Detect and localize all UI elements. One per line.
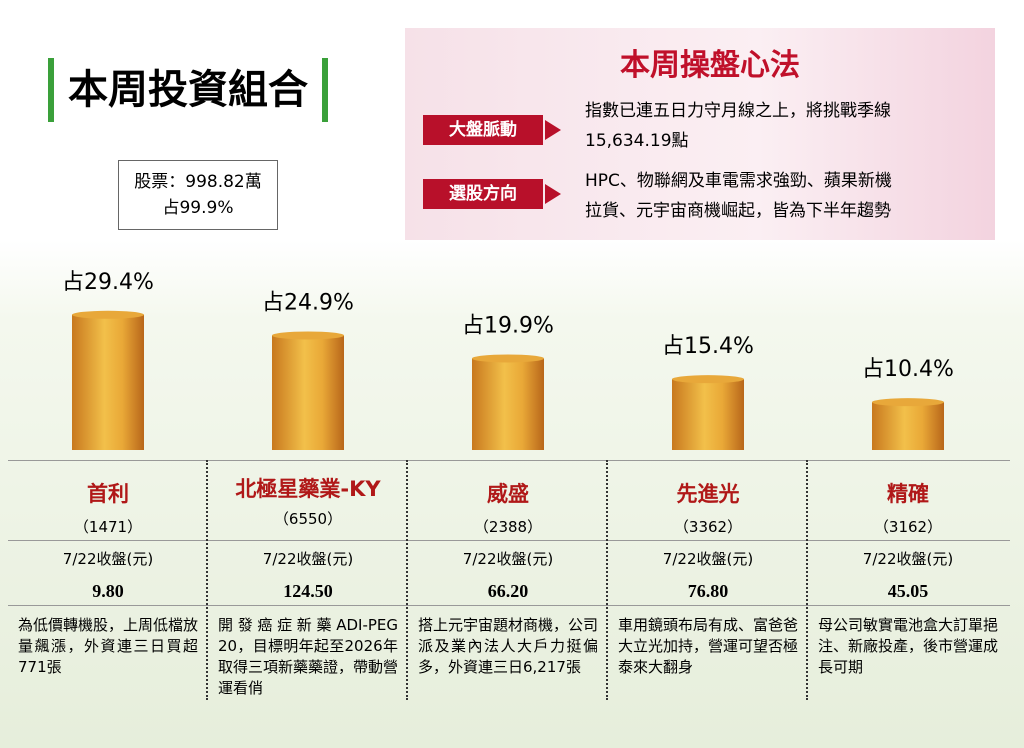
stock-name: 首利 [87,482,129,506]
stock-column: 先進光 （3362） [610,472,806,537]
chart: 占29.4% 占24.9% 占19.9% 占15.4% 占10.4% [62,270,954,450]
rule [8,460,1010,461]
bar [672,379,744,450]
stock-box: 股票：998.82萬 占99.9% [118,160,278,230]
price-block: 7/22收盤(元) 45.05 [810,548,1006,602]
note: 車用鏡頭布局有成、富爸爸大立光加持，營運可望否極泰來大翻身 [618,616,799,676]
arrow [545,184,561,204]
separator [806,460,808,700]
price-block: 7/22收盤(元) 66.20 [410,548,606,602]
line: 15,634.19點 [585,131,689,151]
line: 指數已連五日力守月線之上，將挑戰季線 [585,101,891,121]
stock-column: 北極星藥業-KY （6550） [210,472,406,529]
note: 開發癌症新藥ADI-PEG 20，目標明年起至2026年取得三項新藥藥證，帶動營… [218,616,399,697]
note-block: 車用鏡頭布局有成、富爸爸大立光加持，營運可望否極泰來大翻身 [610,615,806,678]
line: HPC、物聯網及車電需求強勁、蘋果新機 [585,171,892,191]
item-label: 選股方向 [423,179,543,209]
stock-name: 先進光 [676,482,740,506]
stock-column: 威盛 （2388） [410,472,606,537]
bar [472,358,544,450]
line: 拉貨、元宇宙商機崛起，皆為下半年趨勢 [585,201,891,221]
price-label: 7/22收盤(元) [62,550,154,568]
bar-top [872,398,944,407]
strategy-panel: 本周操盤心法 大盤脈動 指數已連五日力守月線之上，將挑戰季線 15,634.19點… [405,28,995,240]
stock-name: 北極星藥業-KY [235,477,381,501]
note-block: 搭上元宇宙題材商機，公司派及業內法人大戶力挺偏多，外資連三日6,217張 [410,615,606,678]
price-label: 7/22收盤(元) [262,550,354,568]
note-block: 為低價轉機股，上周低檔放量飆漲，外資連三日買超771張 [10,615,206,678]
rule [8,540,1010,541]
stock-share: 占99.9% [162,198,234,218]
bar [272,335,344,450]
price: 9.80 [92,581,124,601]
note-block: 開發癌症新藥ADI-PEG 20，目標明年起至2026年取得三項新藥藥證，帶動營… [210,615,406,699]
stock-label: 股票：998.82萬 [134,172,262,192]
item-text: HPC、物聯網及車電需求強勁、蘋果新機 拉貨、元宇宙商機崛起，皆為下半年趨勢 [585,166,892,226]
value-label: 占24.9% [262,290,354,315]
bar-top [472,354,544,363]
price-label: 7/22收盤(元) [662,550,754,568]
price: 45.05 [887,581,929,601]
price: 76.80 [687,581,729,601]
page-title: 本周投資組合 [48,58,328,122]
stock-name: 精確 [887,482,929,506]
note: 母公司敏實電池盒大訂單挹注、新廠投產，後市營運成長可期 [818,616,999,676]
stock-column: 精確 （3162） [810,472,1006,537]
separator [206,460,208,700]
item-text: 指數已連五日力守月線之上，將挑戰季線 15,634.19點 [585,96,891,156]
separator [606,460,608,700]
stock-column: 首利 （1471） [10,472,206,537]
panel-title: 本周操盤心法 [620,48,800,83]
value-label: 占29.4% [62,270,154,295]
stock-code: （2388） [473,518,543,536]
bar-top [272,331,344,340]
value-label: 占10.4% [862,357,954,382]
bar [72,314,144,450]
bar-top [72,310,144,319]
rule [8,605,1010,606]
value-label: 占19.9% [462,313,554,338]
price: 66.20 [487,581,529,601]
note: 為低價轉機股，上周低檔放量飆漲，外資連三日買超771張 [18,616,199,676]
separator [406,460,408,700]
stock-code: （1471） [73,518,143,536]
bar [872,402,944,450]
note-block: 母公司敏實電池盒大訂單挹注、新廠投產，後市營運成長可期 [810,615,1006,678]
price: 124.50 [283,581,333,601]
bar-top [672,375,744,384]
stock-name: 威盛 [487,482,529,506]
stock-code: （3162） [873,518,943,536]
price-block: 7/22收盤(元) 9.80 [10,548,206,602]
note: 搭上元宇宙題材商機，公司派及業內法人大戶力挺偏多，外資連三日6,217張 [418,616,599,676]
price-block: 7/22收盤(元) 76.80 [610,548,806,602]
stock-code: （6550） [273,510,343,528]
price-label: 7/22收盤(元) [862,550,954,568]
price-label: 7/22收盤(元) [462,550,554,568]
price-block: 7/22收盤(元) 124.50 [210,548,406,602]
item-label: 大盤脈動 [423,115,543,145]
arrow [545,120,561,140]
stock-code: （3362） [673,518,743,536]
value-label: 占15.4% [662,334,754,359]
